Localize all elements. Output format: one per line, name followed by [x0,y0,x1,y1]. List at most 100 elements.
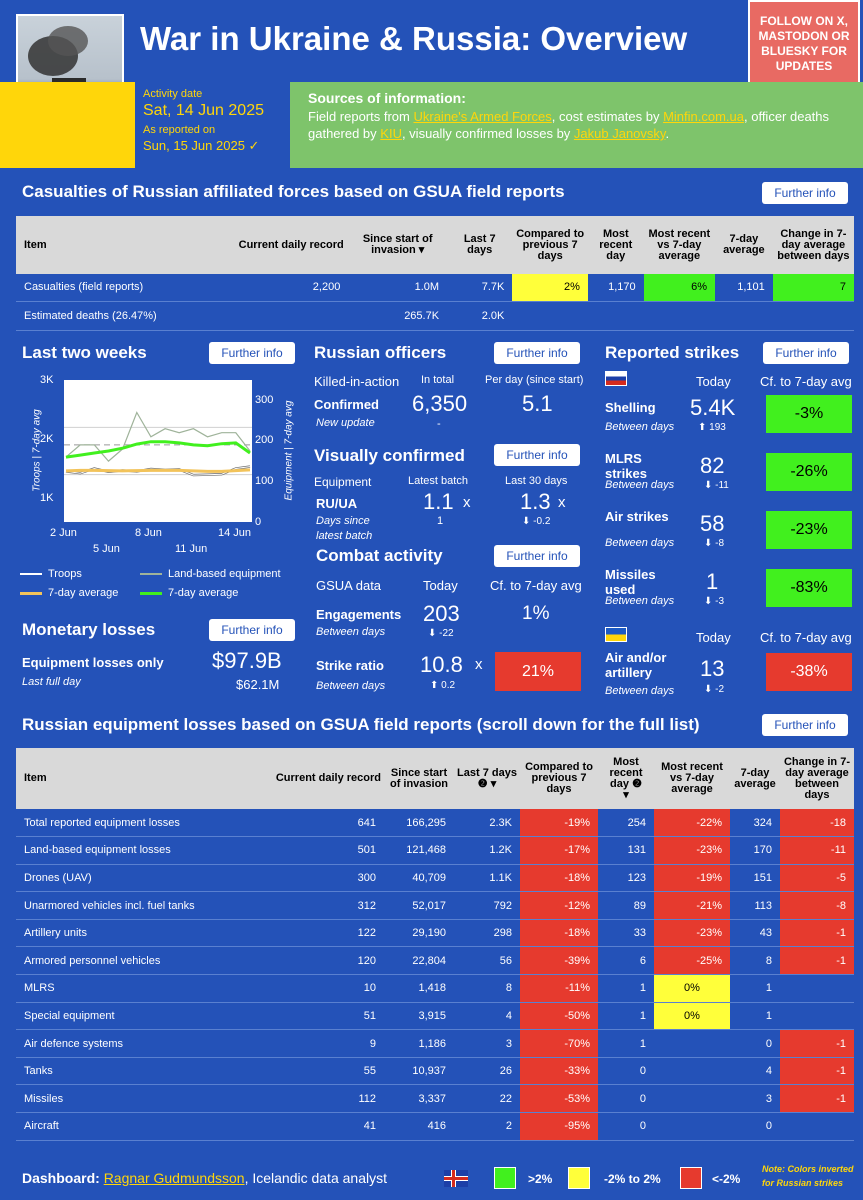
cas-h-record[interactable]: Current daily record [234,216,349,274]
eq-h-last7[interactable]: Last 7 days ❷ ▾ [454,748,520,809]
minfin-link[interactable]: Minfin.com.ua [663,109,744,124]
legend-swatch-troops [20,573,42,576]
table-cell: 265.7K [348,301,448,331]
table-cell: 166,295 [384,809,454,838]
table-cell: 298 [454,919,520,948]
equipment-info-button[interactable]: Further info [762,714,848,736]
engagements-pct: 1% [522,603,550,624]
two-weeks-info-button[interactable]: Further info [209,342,295,364]
strike-ratio-value: 10.8 [420,652,463,677]
legend-label-equipment: Land-based equipment [168,568,281,580]
kiu-link[interactable]: KIU [380,126,402,141]
per-day-label: Per day (since start) [485,374,584,386]
cas-h-compared[interactable]: Compared to previous 7 days [512,216,588,274]
table-cell [780,1112,854,1141]
info-icon: ❷ [632,777,642,790]
strike-label: Shelling [605,400,656,415]
table-cell: 29,190 [384,919,454,948]
table-cell [654,1029,730,1058]
casualties-info-button[interactable]: Further info [762,182,848,204]
legend-troops: Troops [20,568,82,580]
table-cell: 1 [730,974,780,1003]
table-cell: -23% [654,919,730,948]
eq-h-change[interactable]: Change in 7-day average between days [780,748,854,809]
table-cell: 26 [454,1057,520,1086]
date-panel-inner: Activity date Sat, 14 Jun 2025 As report… [135,82,290,168]
eq-h-since[interactable]: Since start of invasion [384,748,454,809]
table-cell: 1,186 [384,1029,454,1058]
russia-flag-icon [605,371,627,386]
cas-h-item[interactable]: Item [16,216,235,274]
equipment-table: Item Current daily record Since start of… [16,748,854,1141]
iceland-flag-icon [444,1170,468,1187]
footer-credit: Dashboard: Ragnar Gudmundsson, Icelandic… [22,1170,387,1186]
table-cell: -11 [780,836,854,865]
table-cell: -19% [654,864,730,893]
sources-text-3: , officer deaths gathered by [308,109,830,141]
cas-h-since-label: Since start of invasion [362,233,433,256]
latest-batch-x: x [463,494,471,511]
follow-text: FOLLOW ON X, MASTODON OR BLUESKY FOR UPD… [758,14,850,73]
officers-info-button[interactable]: Further info [494,342,580,364]
legend-swatch-equipment [140,573,162,576]
table-row: Air defence systems 9 1,186 3 -70% 1 0 -1 [16,1029,854,1058]
table-cell: 1 [730,1002,780,1031]
table-cell: -1 [780,919,854,948]
cas-h-change[interactable]: Change in 7-day average between days [772,216,854,274]
table-cell: 89 [598,891,654,920]
strikes-info-button[interactable]: Further info [763,342,849,364]
follow-banner[interactable]: FOLLOW ON X, MASTODON OR BLUESKY FOR UPD… [748,0,860,88]
row-label: Special equipment [16,1002,238,1031]
strike-pct: -26% [766,453,852,491]
left-tick-0: 3K [40,374,54,386]
cas-h-recent[interactable]: Most recent day [587,216,644,274]
eq-h-item[interactable]: Item [16,748,238,809]
eq-h-record[interactable]: Current daily record [238,748,384,809]
last30-label: Last 30 days [505,475,568,487]
strike-value: 58 [700,511,725,536]
days-since-value: 1 [437,515,444,527]
cas-h-recent-vs[interactable]: Most recent vs 7-day average [643,216,715,274]
table-cell: 300 [238,864,384,893]
left-tick-1: 2K [40,433,54,445]
cas-h-avg[interactable]: 7-day average [715,216,773,274]
table-cell: 2 [454,1112,520,1141]
table-cell: 122 [238,919,384,948]
cas-h-since[interactable]: Since start of invasion ▾ [348,216,448,274]
table-cell: 40,709 [384,864,454,893]
left-axis-label: Troops | 7-day avg [31,409,43,492]
table-cell: 6 [598,946,654,976]
table-cell: 22 [454,1084,520,1114]
sources-text: Field reports from Ukraine's Armed Force… [308,108,845,142]
table-cell: -21% [654,891,730,920]
table-cell: 1.1K [454,864,520,893]
monetary-info-button[interactable]: Further info [209,619,295,641]
combat-info-button[interactable]: Further info [494,545,580,567]
table-cell: -19% [520,809,598,838]
legend-label-troops: Troops [48,568,82,580]
sources-title: Sources of information: [308,90,466,106]
eq-h-recent[interactable]: Most recent day ❷ ▾ [598,748,654,809]
table-cell: 10,937 [384,1057,454,1086]
eq-h-compared[interactable]: Compared to previous 7 days [520,748,598,809]
eq-h-recent-label: Most recent day [609,755,643,790]
table-cell: -12% [520,891,598,920]
cas-h-last7[interactable]: Last 7 days [447,216,513,274]
latest-batch-value: 1.1 [423,489,454,514]
legend-yellow-swatch [568,1167,590,1189]
janovsky-link[interactable]: Jakub Janovsky [573,126,666,141]
visual-info-button[interactable]: Further info [494,444,580,466]
table-cell: 55 [238,1057,384,1086]
chart-plot-area [64,380,252,522]
eq-h-recent-vs[interactable]: Most recent vs 7-day average [654,748,730,809]
table-cell: 501 [238,836,384,865]
strike-between-label: Between days [605,479,675,491]
row-label: Casualties (field reports) [16,274,235,302]
gsua-link[interactable]: Ukraine's Armed Forces [413,109,552,124]
table-cell: -18% [520,919,598,948]
table-cell: -18% [520,864,598,893]
table-cell: -8 [780,891,854,920]
author-link[interactable]: Ragnar Gudmundsson [103,1170,245,1186]
x-tick-bottom-1: 11 Jun [175,543,208,555]
eq-h-avg[interactable]: 7-day average [730,748,780,809]
